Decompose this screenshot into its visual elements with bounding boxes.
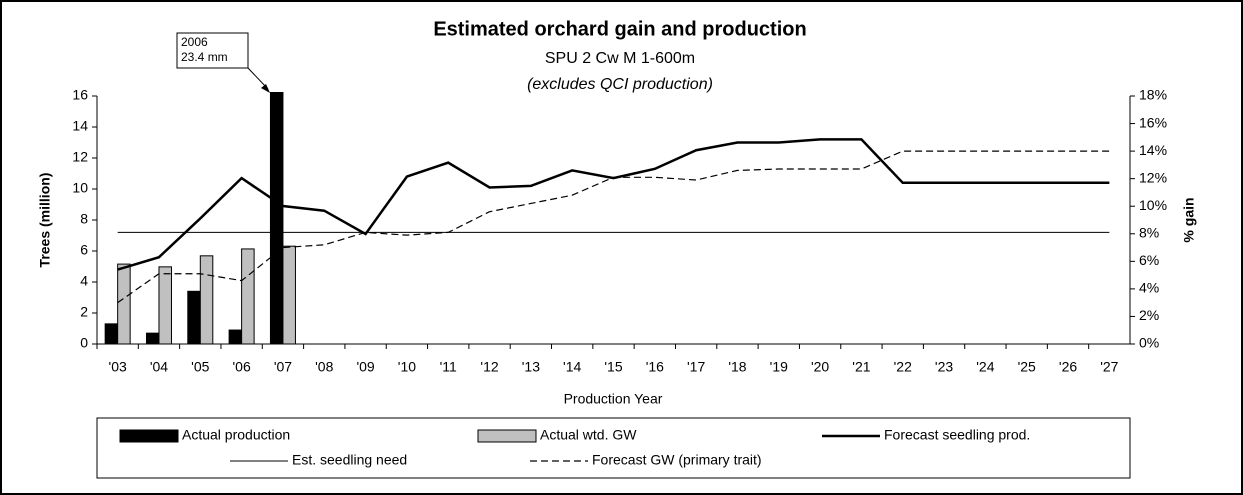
y2-tick-label: 10% xyxy=(1139,197,1167,213)
y2-tick-label: 12% xyxy=(1139,169,1167,185)
y-tick-label: 2 xyxy=(80,304,88,320)
y2-tick-label: 16% xyxy=(1139,114,1167,130)
x-tick-label: '05 xyxy=(191,359,209,375)
y2-tick-label: 2% xyxy=(1139,307,1159,323)
legend xyxy=(96,417,1131,479)
x-tick-label: '24 xyxy=(976,359,994,375)
x-tick-label: '23 xyxy=(935,359,953,375)
x-tick-label: '22 xyxy=(894,359,912,375)
x-tick-label: '27 xyxy=(1100,359,1118,375)
annotation-box xyxy=(176,32,249,69)
annotation-text: 23.4 mm xyxy=(181,50,228,64)
y2-tick-label: 18% xyxy=(1139,87,1167,103)
x-tick-label: '26 xyxy=(1059,359,1077,375)
x-tick-label: '11 xyxy=(440,359,457,375)
chart-note: (excludes QCI production) xyxy=(527,76,713,93)
x-tick-label: '17 xyxy=(687,359,705,375)
y2-tick-label: 14% xyxy=(1139,142,1167,158)
x-tick-label: '20 xyxy=(811,359,829,375)
bar xyxy=(241,248,255,345)
y2-tick-label: 0% xyxy=(1139,335,1159,351)
x-tick-label: '07 xyxy=(274,359,292,375)
x-tick-label: '21 xyxy=(852,359,870,375)
plot-area xyxy=(104,92,1110,345)
y2-tick-label: 8% xyxy=(1139,224,1159,240)
annotation-text: 2006 xyxy=(181,35,208,49)
y-tick-label: 6 xyxy=(80,242,88,258)
y-tick-label: 14 xyxy=(72,118,88,134)
legend-label: Actual production xyxy=(182,427,290,443)
legend-swatch xyxy=(119,429,179,443)
chart-subtitle: SPU 2 Cw M 1-600m xyxy=(545,50,695,67)
y-tick-label: 0 xyxy=(80,335,88,351)
x-tick-label: '13 xyxy=(522,359,540,375)
x-tick-label: '15 xyxy=(604,359,622,375)
y-tick-label: 4 xyxy=(80,273,88,289)
x-tick-label: '08 xyxy=(315,359,333,375)
x-tick-label: '03 xyxy=(109,359,127,375)
bar xyxy=(117,263,131,345)
x-tick-label: '09 xyxy=(356,359,374,375)
x-tick-label: '10 xyxy=(398,359,416,375)
x-tick-label: '16 xyxy=(646,359,664,375)
y-tick-label: 16 xyxy=(72,87,88,103)
bar xyxy=(145,332,160,345)
x-tick-label: '12 xyxy=(480,359,498,375)
line-series xyxy=(117,138,1110,271)
chart-title: Estimated orchard gain and production xyxy=(433,18,806,40)
x-tick-label: '06 xyxy=(232,359,250,375)
x-tick-label: '25 xyxy=(1018,359,1036,375)
bar xyxy=(228,329,243,345)
bar xyxy=(187,290,201,345)
y2-axis-label: % gain xyxy=(1181,197,1197,242)
bar xyxy=(199,255,214,345)
bar xyxy=(104,323,119,345)
x-tick-label: '18 xyxy=(728,359,746,375)
x-tick-label: '04 xyxy=(150,359,168,375)
annotation-arrowhead xyxy=(261,84,270,93)
legend-swatch xyxy=(477,429,537,443)
y2-tick-label: 4% xyxy=(1139,280,1159,296)
y-tick-label: 10 xyxy=(72,180,88,196)
x-tick-label: '19 xyxy=(770,359,788,375)
y-tick-label: 8 xyxy=(80,211,88,227)
x-axis-label: Production Year xyxy=(564,391,663,407)
bar xyxy=(269,92,284,345)
bar xyxy=(158,266,172,345)
x-tick-label: '14 xyxy=(563,359,581,375)
y2-tick-label: 6% xyxy=(1139,252,1159,268)
y-axis-label: Trees (million) xyxy=(37,173,53,268)
legend-label: Forecast GW (primary trait) xyxy=(592,452,762,468)
legend-label: Est. seedling need xyxy=(292,452,407,468)
legend-label: Actual wtd. GW xyxy=(540,427,637,443)
bar xyxy=(282,245,296,345)
y-tick-label: 12 xyxy=(72,149,88,165)
line-series xyxy=(117,150,1110,304)
legend-label: Forecast seedling prod. xyxy=(884,427,1030,443)
